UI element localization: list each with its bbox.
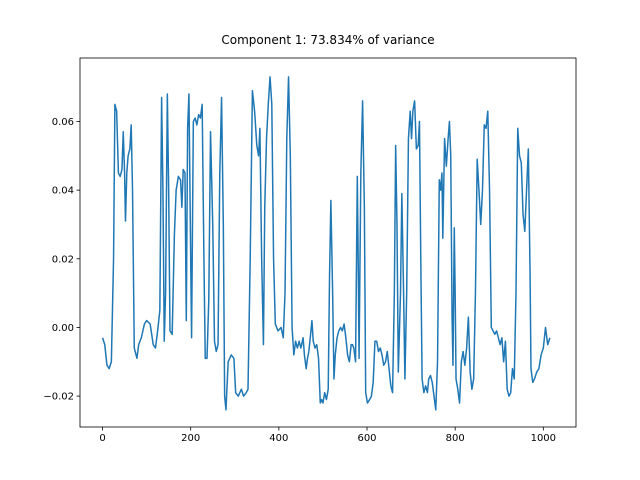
y-tick-label: −0.02 bbox=[43, 392, 74, 403]
y-tick-label: 0.06 bbox=[52, 117, 74, 128]
y-tick-label: 0.04 bbox=[52, 186, 74, 197]
axes-frame bbox=[79, 57, 577, 428]
x-tick-label: 400 bbox=[269, 433, 288, 444]
x-tick-label: 600 bbox=[357, 433, 376, 444]
y-tick-label: 0.00 bbox=[52, 323, 74, 334]
chart-title: Component 1: 73.834% of variance bbox=[221, 33, 434, 47]
x-tick-label: 200 bbox=[181, 433, 200, 444]
data-line bbox=[101, 76, 551, 411]
x-tick-label: 800 bbox=[446, 433, 465, 444]
y-tick-label: 0.02 bbox=[52, 254, 74, 265]
x-tick-label: 0 bbox=[99, 433, 105, 444]
x-tick-label: 1000 bbox=[531, 433, 556, 444]
